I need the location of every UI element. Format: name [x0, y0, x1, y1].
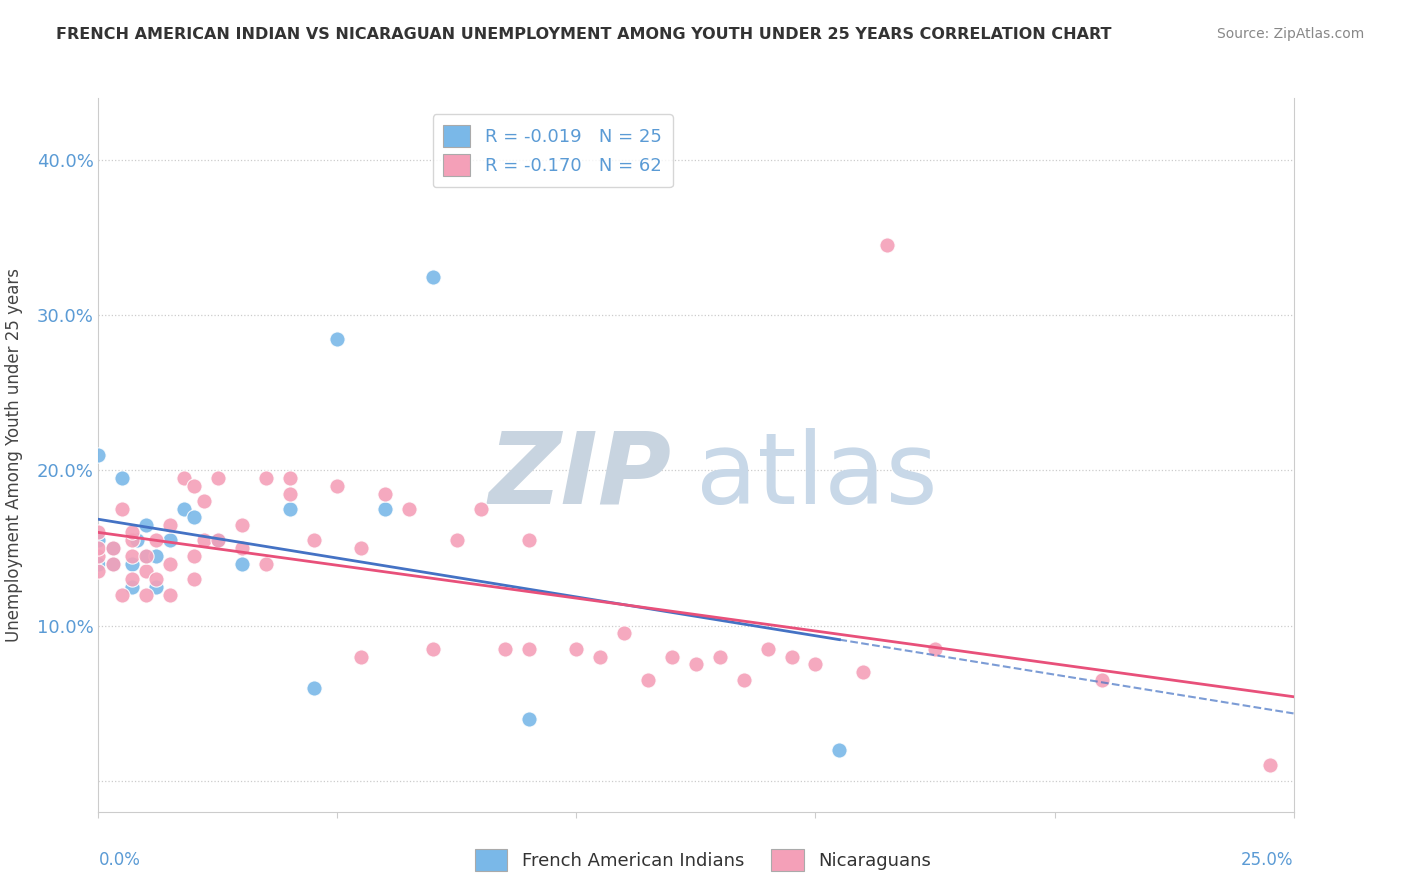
Point: [159, 533, 181, 548]
Point: [517, 712, 540, 726]
Point: [87, 541, 110, 555]
Point: [121, 580, 143, 594]
Point: [876, 238, 898, 252]
Point: [183, 510, 205, 524]
Point: [422, 641, 444, 656]
Point: [111, 588, 134, 602]
Point: [661, 649, 683, 664]
Point: [135, 564, 157, 578]
Point: [517, 641, 540, 656]
Point: [470, 502, 492, 516]
Point: [135, 549, 157, 563]
Point: [207, 533, 229, 548]
Point: [422, 269, 444, 284]
Point: [207, 533, 229, 548]
Point: [637, 673, 659, 687]
Point: [121, 549, 143, 563]
Point: [101, 541, 124, 555]
Point: [924, 641, 946, 656]
Point: [145, 533, 167, 548]
Point: [159, 517, 181, 532]
Point: [254, 471, 277, 485]
Legend: R = -0.019   N = 25, R = -0.170   N = 62: R = -0.019 N = 25, R = -0.170 N = 62: [433, 114, 672, 187]
Point: [193, 494, 215, 508]
Text: ZIP: ZIP: [489, 428, 672, 524]
Point: [111, 502, 134, 516]
Text: 25.0%: 25.0%: [1241, 850, 1294, 869]
Point: [828, 742, 851, 756]
Point: [125, 533, 148, 548]
Point: [183, 549, 205, 563]
Point: [374, 486, 396, 500]
Point: [398, 502, 420, 516]
Point: [101, 557, 124, 571]
Point: [173, 471, 195, 485]
Point: [87, 564, 110, 578]
Point: [278, 502, 301, 516]
Point: [87, 533, 110, 548]
Point: [780, 649, 803, 664]
Point: [183, 479, 205, 493]
Y-axis label: Unemployment Among Youth under 25 years: Unemployment Among Youth under 25 years: [4, 268, 22, 642]
Point: [111, 471, 134, 485]
Point: [173, 502, 195, 516]
Point: [87, 525, 110, 540]
Point: [101, 557, 124, 571]
Point: [1258, 758, 1281, 772]
Point: [231, 517, 253, 532]
Point: [193, 533, 215, 548]
Point: [183, 572, 205, 586]
Point: [756, 641, 779, 656]
Point: [135, 517, 157, 532]
Point: [87, 448, 110, 462]
Text: Source: ZipAtlas.com: Source: ZipAtlas.com: [1216, 27, 1364, 41]
Point: [135, 549, 157, 563]
Point: [326, 479, 349, 493]
Text: atlas: atlas: [696, 428, 938, 524]
Point: [121, 533, 143, 548]
Point: [278, 471, 301, 485]
Point: [1091, 673, 1114, 687]
Text: FRENCH AMERICAN INDIAN VS NICARAGUAN UNEMPLOYMENT AMONG YOUTH UNDER 25 YEARS COR: FRENCH AMERICAN INDIAN VS NICARAGUAN UNE…: [56, 27, 1112, 42]
Point: [446, 533, 468, 548]
Point: [685, 657, 707, 672]
Point: [231, 557, 253, 571]
Point: [733, 673, 755, 687]
Point: [145, 580, 167, 594]
Point: [159, 588, 181, 602]
Point: [121, 525, 143, 540]
Legend: French American Indians, Nicaraguans: French American Indians, Nicaraguans: [468, 842, 938, 879]
Point: [709, 649, 731, 664]
Point: [589, 649, 612, 664]
Point: [326, 332, 349, 346]
Point: [852, 665, 875, 679]
Point: [278, 486, 301, 500]
Point: [135, 588, 157, 602]
Point: [101, 541, 124, 555]
Point: [374, 502, 396, 516]
Point: [613, 626, 636, 640]
Point: [87, 549, 110, 563]
Point: [302, 681, 325, 695]
Point: [121, 572, 143, 586]
Point: [145, 549, 167, 563]
Point: [159, 557, 181, 571]
Point: [207, 471, 229, 485]
Point: [87, 557, 110, 571]
Point: [121, 557, 143, 571]
Point: [231, 541, 253, 555]
Text: 0.0%: 0.0%: [98, 850, 141, 869]
Point: [565, 641, 588, 656]
Point: [517, 533, 540, 548]
Point: [302, 533, 325, 548]
Point: [254, 557, 277, 571]
Point: [804, 657, 827, 672]
Point: [350, 541, 373, 555]
Point: [494, 641, 516, 656]
Point: [350, 649, 373, 664]
Point: [145, 572, 167, 586]
